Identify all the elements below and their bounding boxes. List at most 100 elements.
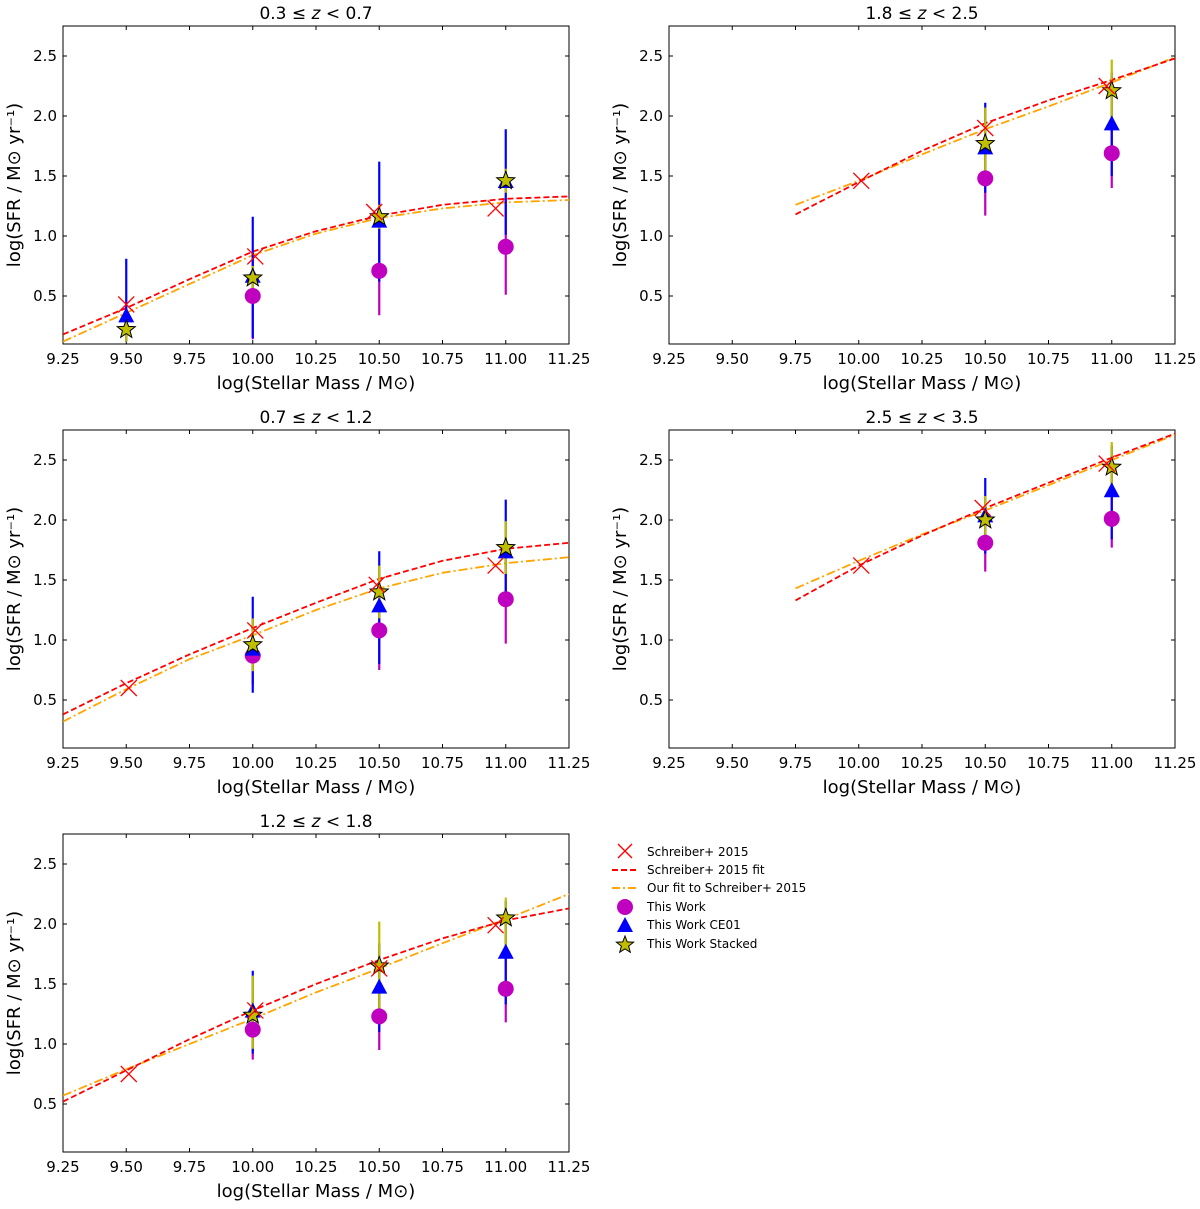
legend-label-ce01: This Work CE01 — [646, 918, 741, 932]
y-axis-label: log(SFR / M⊙ yr⁻¹) — [610, 507, 631, 671]
legend-triangle-marker — [617, 917, 633, 932]
x-tick-label: 10.75 — [1027, 754, 1070, 772]
stacked-point — [242, 1004, 264, 1025]
this-work-point — [977, 170, 994, 187]
schreiber-point — [974, 499, 992, 517]
schreiber-point — [246, 247, 264, 265]
x-tick-label: 10.75 — [421, 1158, 464, 1176]
x-tick-label: 9.75 — [779, 754, 812, 772]
x-tick-label: 11.25 — [548, 350, 591, 368]
x-tick-label: 10.50 — [964, 350, 1007, 368]
x-tick-label: 11.00 — [484, 1158, 527, 1176]
y-tick-label: 1.0 — [33, 227, 57, 245]
x-tick-label: 9.25 — [46, 754, 79, 772]
ce01-point — [1103, 482, 1120, 498]
x-tick-label: 11.00 — [1090, 350, 1133, 368]
x-tick-label: 9.50 — [110, 754, 143, 772]
y-tick-label: 2.5 — [33, 855, 57, 873]
this-work-point — [1103, 510, 1120, 527]
legend-entry-stacked: This Work Stacked — [615, 934, 757, 954]
plot-frame — [668, 429, 1176, 749]
panel-z-0.7-1.2: 9.25 9.50 9.75 10.00 10.25 10.50 10.75 11.00 11.… — [4, 408, 590, 798]
y-axis-label: log(SFR / M⊙ yr⁻¹) — [4, 103, 25, 267]
y-tick-label: 1.0 — [33, 631, 57, 649]
panel-title: 1.8 ≤ z < 2.5 — [865, 4, 978, 24]
schreiber-point — [852, 557, 870, 575]
this-work-point — [371, 262, 388, 279]
legend-label-our-fit: Our fit to Schreiber+ 2015 — [647, 881, 806, 895]
legend-label-schreiber: Schreiber+ 2015 — [647, 845, 749, 859]
y-tick-label: 2.0 — [33, 915, 57, 933]
legend-entry-schreiber: Schreiber+ 2015 — [617, 843, 749, 859]
y-tick-label: 1.0 — [639, 631, 663, 649]
panel-z-0.3-0.7: 9.25 9.50 9.75 10.00 10.25 10.50 10.75 11.00 11.… — [4, 4, 590, 394]
this-work-point — [1103, 145, 1120, 162]
schreiber-fit-line — [63, 907, 569, 1103]
stacked-point — [242, 267, 264, 287]
y-tick-label: 2.0 — [33, 107, 57, 125]
stacked-point — [1101, 456, 1123, 477]
x-axis-label: log(Stellar Mass / M⊙) — [217, 373, 416, 394]
this-work-point — [371, 622, 388, 639]
x-tick-label: 10.00 — [837, 350, 880, 368]
stacked-point — [974, 132, 996, 153]
stacked-point — [368, 955, 390, 975]
ce01-point — [371, 978, 388, 994]
x-tick-label: 9.75 — [779, 350, 812, 368]
schreiber-point — [852, 172, 870, 190]
stacked-point — [495, 907, 517, 927]
legend-circle-marker — [617, 899, 633, 915]
x-tick-label: 10.75 — [1027, 350, 1070, 368]
x-tick-label: 9.75 — [173, 1158, 206, 1176]
this-work-point — [497, 980, 514, 997]
plot-area — [795, 56, 1175, 216]
schreiber-point — [976, 119, 994, 137]
x-tick-label: 9.50 — [716, 754, 749, 772]
y-tick-label: 2.0 — [639, 107, 663, 125]
schreiber-point — [487, 199, 505, 217]
x-tick-label: 10.25 — [295, 1158, 338, 1176]
panel-z-1.8-2.5: 9.25 9.50 9.75 10.00 10.25 10.50 10.75 11.00 11.… — [610, 4, 1196, 394]
schreiber-point — [365, 203, 383, 221]
x-tick-label: 10.50 — [964, 754, 1007, 772]
x-tick-label: 10.25 — [295, 754, 338, 772]
x-tick-label: 9.75 — [173, 754, 206, 772]
stacked-point — [495, 536, 517, 557]
x-tick-label: 11.25 — [548, 1158, 591, 1176]
y-tick-label: 1.5 — [33, 571, 57, 589]
this-work-point — [497, 591, 514, 608]
schreiber-point — [120, 1065, 138, 1083]
x-tick-label: 9.25 — [652, 350, 685, 368]
y-tick-label: 1.0 — [639, 227, 663, 245]
panel-title: 2.5 ≤ z < 3.5 — [865, 408, 978, 428]
legend-label-stacked: This Work Stacked — [646, 937, 757, 951]
legend-star-marker — [615, 934, 635, 954]
plot-area — [63, 129, 569, 343]
y-tick-label: 2.5 — [33, 451, 57, 469]
schreiber-point — [487, 557, 505, 575]
x-tick-label: 9.25 — [652, 754, 685, 772]
schreiber-point — [246, 1001, 264, 1019]
y-tick-label: 1.5 — [639, 167, 663, 185]
plot-frame — [62, 25, 570, 345]
panel-z-1.2-1.8: 9.25 9.50 9.75 10.00 10.25 10.50 10.75 11.00 11.… — [4, 812, 590, 1202]
y-tick-label: 2.5 — [33, 47, 57, 65]
panel-title: 0.7 ≤ z < 1.2 — [259, 408, 372, 428]
x-tick-label: 9.25 — [46, 1158, 79, 1176]
x-axis-label: log(Stellar Mass / M⊙) — [217, 1181, 416, 1202]
our-fit-line — [63, 199, 569, 343]
schreiber-point — [368, 576, 386, 594]
ce01-point — [371, 597, 388, 613]
x-tick-label: 10.00 — [231, 1158, 274, 1176]
x-tick-label: 9.50 — [110, 1158, 143, 1176]
x-tick-label: 10.75 — [421, 350, 464, 368]
x-tick-label: 11.25 — [548, 754, 591, 772]
ce01-point — [1103, 115, 1120, 131]
stacked-point — [115, 318, 137, 339]
schreiber-point — [1098, 455, 1116, 473]
y-tick-label: 1.0 — [33, 1035, 57, 1053]
panel-z-2.5-3.5: 9.25 9.50 9.75 10.00 10.25 10.50 10.75 11.00 11.… — [610, 408, 1196, 798]
plot-frame — [668, 25, 1176, 345]
legend-entry-this-work: This Work — [617, 899, 706, 915]
